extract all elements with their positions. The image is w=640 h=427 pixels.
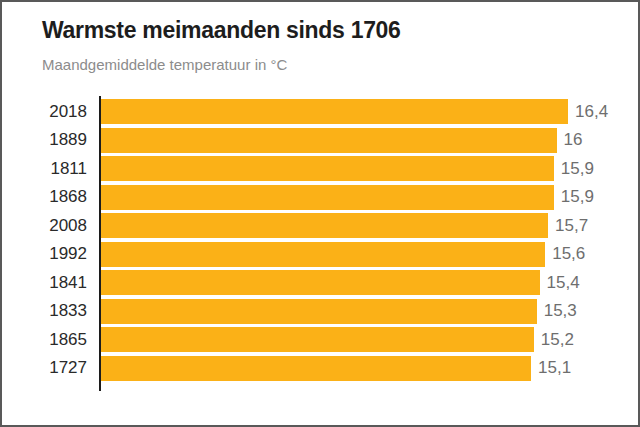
bar-track: 15,2 xyxy=(101,327,638,352)
bar-track: 16,4 xyxy=(101,99,638,124)
bar-row: 1992 15,6 xyxy=(2,242,638,267)
year-label: 1811 xyxy=(2,159,101,179)
year-label: 1841 xyxy=(2,273,101,293)
value-label: 15,2 xyxy=(541,330,574,350)
bar-row: 1865 15,2 xyxy=(2,327,638,352)
bar-track: 15,9 xyxy=(101,156,638,181)
value-label: 16 xyxy=(564,130,583,150)
year-label: 1992 xyxy=(2,244,101,264)
bar-row: 1868 15,9 xyxy=(2,185,638,210)
bar-row: 1727 15,1 xyxy=(2,356,638,381)
temperature-bar xyxy=(101,327,534,352)
value-label: 15,1 xyxy=(538,358,571,378)
value-label: 15,9 xyxy=(561,159,594,179)
temperature-bar xyxy=(101,356,531,381)
temperature-bar xyxy=(101,156,554,181)
value-label: 15,6 xyxy=(552,244,585,264)
year-label: 1865 xyxy=(2,330,101,350)
value-label: 15,3 xyxy=(544,301,577,321)
bar-row: 1841 15,4 xyxy=(2,270,638,295)
year-label: 1727 xyxy=(2,358,101,378)
temperature-bar xyxy=(101,242,545,267)
temperature-bar xyxy=(101,299,537,324)
temperature-bar xyxy=(101,185,554,210)
horizontal-bar-chart: 2018 16,4 1889 16 1811 15,9 1868 15,9 20… xyxy=(2,99,638,381)
temperature-bar xyxy=(101,128,557,153)
bar-track: 15,4 xyxy=(101,270,638,295)
bar-track: 15,7 xyxy=(101,213,638,238)
temperature-bar xyxy=(101,99,568,124)
value-label: 15,9 xyxy=(561,187,594,207)
year-label: 1889 xyxy=(2,130,101,150)
bar-row: 2008 15,7 xyxy=(2,213,638,238)
year-label: 1868 xyxy=(2,187,101,207)
bar-track: 15,3 xyxy=(101,299,638,324)
bar-track: 15,6 xyxy=(101,242,638,267)
chart-title: Warmste meimaanden sinds 1706 xyxy=(42,17,638,44)
bar-rows: 2018 16,4 1889 16 1811 15,9 1868 15,9 20… xyxy=(2,99,638,381)
bar-track: 15,9 xyxy=(101,185,638,210)
bar-track: 16 xyxy=(101,128,638,153)
bar-row: 1889 16 xyxy=(2,128,638,153)
temperature-bar xyxy=(101,213,548,238)
bar-row: 1833 15,3 xyxy=(2,299,638,324)
bar-row: 1811 15,9 xyxy=(2,156,638,181)
year-label: 2008 xyxy=(2,216,101,236)
bar-track: 15,1 xyxy=(101,356,638,381)
value-label: 15,7 xyxy=(555,216,588,236)
value-label: 15,4 xyxy=(547,273,580,293)
bar-row: 2018 16,4 xyxy=(2,99,638,124)
chart-subtitle: Maandgemiddelde temperatuur in °C xyxy=(42,56,638,73)
year-label: 2018 xyxy=(2,102,101,122)
value-label: 16,4 xyxy=(575,102,608,122)
temperature-bar xyxy=(101,270,540,295)
year-label: 1833 xyxy=(2,301,101,321)
infographic-card: Warmste meimaanden sinds 1706 Maandgemid… xyxy=(2,17,638,381)
